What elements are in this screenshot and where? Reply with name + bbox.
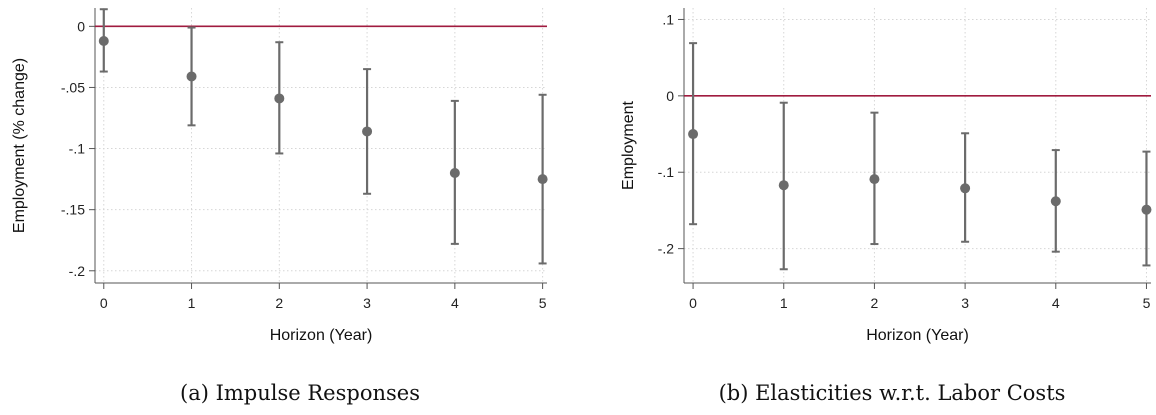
- point-estimate: [362, 126, 373, 137]
- point-estimate: [869, 174, 880, 185]
- x-tick-label: 0: [689, 295, 697, 311]
- x-axis-title: Horizon (Year): [866, 327, 969, 344]
- y-axis-title: Employment (% change): [11, 58, 28, 233]
- x-tick-label: 5: [1143, 295, 1151, 311]
- x-tick-label: 1: [188, 295, 196, 311]
- x-tick-label: 4: [1052, 295, 1060, 311]
- point-estimate: [449, 168, 460, 178]
- y-tick-label: -.15: [61, 202, 85, 218]
- point-estimate: [98, 36, 109, 46]
- y-tick-label: .1: [662, 11, 674, 27]
- point-estimate: [1050, 196, 1061, 207]
- panel-impulse-responses: 0 -.05 -.1 -.15 -.2 0 1 2 3 4 5 Horizon (Year) Emplo…: [11, 8, 548, 405]
- point-estimate: [960, 183, 971, 194]
- x-tick-label: 5: [539, 295, 547, 311]
- x-axis-title: Horizon (Year): [270, 327, 373, 344]
- x-tick-label: 3: [961, 295, 969, 311]
- x-tick-label: 0: [100, 295, 108, 311]
- x-tick-label: 3: [363, 295, 371, 311]
- x-tick-label: 4: [451, 295, 459, 311]
- y-tick-label: 0: [77, 18, 85, 34]
- y-tick-label: -.1: [658, 164, 675, 180]
- panel-caption: (b) Elasticities w.r.t. Labor Costs: [719, 381, 1066, 405]
- y-axis-title: Employment: [620, 100, 637, 189]
- point-estimate: [274, 93, 285, 104]
- gridlines: [95, 8, 547, 283]
- point-estimate: [778, 180, 789, 191]
- point-estimate: [1141, 204, 1152, 215]
- x-tick-label: 2: [871, 295, 879, 311]
- y-tick-label: -.2: [69, 263, 86, 279]
- x-tick-label: 1: [780, 295, 788, 311]
- y-tick-label: -.2: [658, 241, 675, 257]
- panel-elasticities: .1 0 -.1 -.2 0 1 2 3 4 5 Horizon (Year) Employment (…: [620, 8, 1152, 405]
- y-tick-label: -.05: [61, 79, 85, 95]
- x-tick-label: 2: [275, 295, 283, 311]
- point-estimate: [688, 129, 699, 140]
- y-tick-label: -.1: [69, 141, 86, 157]
- panel-caption: (a) Impulse Responses: [180, 381, 420, 405]
- point-estimate: [186, 71, 197, 82]
- gridlines: [684, 8, 1151, 283]
- y-tick-label: 0: [666, 88, 674, 104]
- point-estimate: [537, 174, 548, 185]
